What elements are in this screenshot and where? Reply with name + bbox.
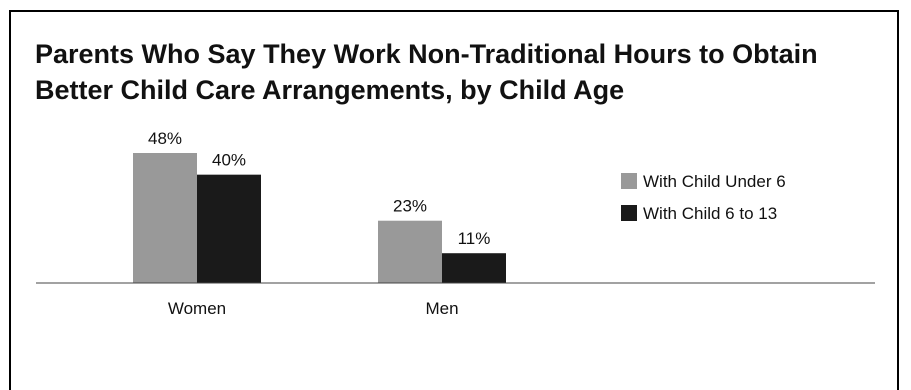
bar-men-series-1: [378, 220, 442, 283]
category-label-women: Women: [168, 299, 226, 318]
bar-chart: 48% 40% 23% 11% Women Men With Child Under 6…: [36, 129, 875, 318]
category-labels: Women Men: [168, 299, 459, 318]
bar-women-series-1: [133, 153, 197, 283]
category-label-men: Men: [425, 299, 458, 318]
legend-swatch-1: [621, 173, 637, 189]
legend: With Child Under 6 With Child 6 to 13: [621, 172, 786, 223]
legend-label-2: With Child 6 to 13: [643, 204, 777, 223]
bar-value-label: 40%: [212, 151, 246, 170]
chart-title: Parents Who Say They Work Non-Traditiona…: [35, 39, 818, 105]
bar-value-labels: 48% 40% 23% 11%: [148, 129, 490, 248]
legend-label-1: With Child Under 6: [643, 172, 786, 191]
bar-value-label: 48%: [148, 129, 182, 148]
bar-value-label: 11%: [458, 229, 491, 248]
legend-swatch-2: [621, 205, 637, 221]
bars-group: [133, 153, 506, 283]
bar-men-series-2: [442, 253, 506, 283]
bar-women-series-2: [197, 174, 261, 283]
bar-value-label: 23%: [393, 197, 427, 216]
